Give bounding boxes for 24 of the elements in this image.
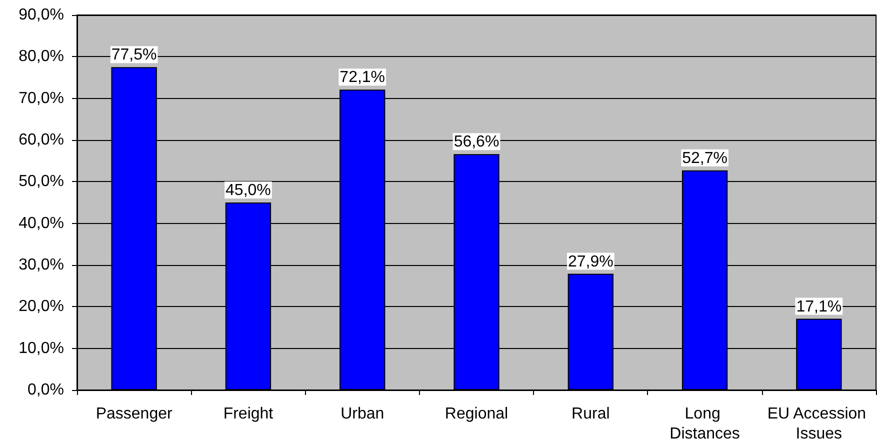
x-tick-label: Rural (572, 406, 610, 422)
data-label: 27,9% (568, 253, 614, 270)
data-label: 52,7% (682, 150, 728, 167)
data-label: 45,0% (226, 182, 271, 199)
y-tick-label: 10,0% (18, 340, 64, 357)
x-tick-label: Regional (444, 406, 508, 422)
x-tick-label: Long Distances (670, 406, 740, 442)
y-tick-label: 40,0% (18, 214, 64, 232)
data-label: 17,1% (796, 298, 842, 316)
y-tick-label: 60,0% (18, 132, 64, 148)
y-tick-label: 70,0% (18, 90, 64, 107)
x-tick-label: Freight (223, 406, 274, 422)
y-tick-label: 20,0% (18, 298, 64, 316)
data-label: 77,5% (111, 46, 157, 64)
y-tick-label: 50,0% (18, 173, 64, 190)
x-tick-label: Urban (340, 406, 384, 422)
y-tick-label: 80,0% (18, 48, 64, 66)
data-label: 72,1% (340, 69, 386, 86)
y-tick-label: 30,0% (18, 256, 64, 274)
x-tick-label: Passenger (96, 406, 173, 422)
y-tick-label: 0,0% (28, 382, 64, 398)
x-tick-label: EU Accession Issues (767, 406, 871, 442)
data-label: 56,6% (454, 134, 500, 151)
y-tick-label: 90,0% (18, 6, 64, 24)
